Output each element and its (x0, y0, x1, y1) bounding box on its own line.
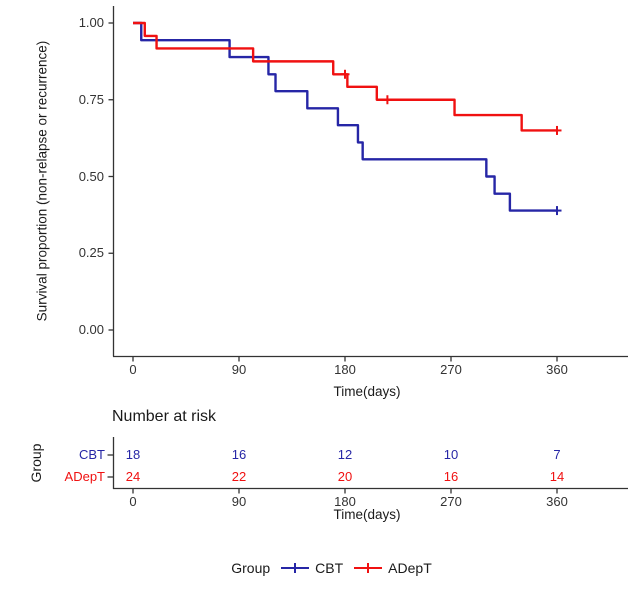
x-tick-label: 360 (546, 362, 568, 377)
y-axis-title: Survival proportion (non-relapse or recu… (34, 40, 50, 322)
risk-x-tick-label: 0 (129, 494, 137, 509)
x-tick-label: 90 (231, 362, 247, 377)
risk-count-adept-180: 20 (337, 469, 353, 484)
legend-label-cbt: CBT (315, 560, 344, 576)
risk-count-adept-0: 24 (125, 469, 141, 484)
risk-row-label-cbt: CBT (79, 447, 105, 462)
risk-count-cbt-270: 10 (443, 447, 459, 462)
km-curve-adept (133, 21, 557, 132)
km-curve-cbt (133, 21, 557, 212)
risk-count-cbt-90: 16 (231, 447, 247, 462)
risk-count-adept-90: 22 (231, 469, 247, 484)
risk-count-cbt-180: 12 (337, 447, 353, 462)
risk-x-tick-label: 90 (231, 494, 247, 509)
x-axis-title: Time(days) (333, 384, 401, 399)
risk-row-label-adept: ADepT (64, 469, 105, 484)
legend-label-adept: ADepT (388, 560, 432, 576)
risk-x-tick-label: 180 (334, 494, 356, 509)
risk-x-tick-label: 270 (440, 494, 462, 509)
x-tick-label: 270 (440, 362, 462, 377)
y-tick-label: 0.25 (78, 245, 104, 261)
risk-count-adept-270: 16 (443, 469, 459, 484)
x-tick-label: 0 (129, 362, 137, 377)
x-tick-label: 180 (334, 362, 356, 377)
plot-legend: Group CBT ADepT (0, 560, 635, 576)
risk-count-cbt-0: 18 (125, 447, 141, 462)
risk-table-title: Number at risk (112, 408, 217, 425)
y-tick-label: 0.00 (78, 322, 104, 337)
risk-x-tick-label: 360 (546, 494, 568, 509)
y-tick-label: 1.00 (78, 15, 104, 30)
legend-item-adept: ADepT (353, 560, 432, 576)
risk-count-cbt-360: 7 (553, 447, 561, 462)
adept-line-censor-marker-icon (354, 563, 383, 573)
y-tick-label: 0.75 (78, 91, 104, 107)
legend-item-cbt: CBT (280, 560, 343, 576)
risk-count-adept-360: 14 (549, 469, 565, 484)
cbt-line-censor-marker-icon (281, 563, 310, 573)
y-tick-label: 0.50 (78, 168, 104, 184)
legend-title: Group (231, 560, 271, 576)
risk-x-axis-title: Time(days) (333, 507, 401, 522)
